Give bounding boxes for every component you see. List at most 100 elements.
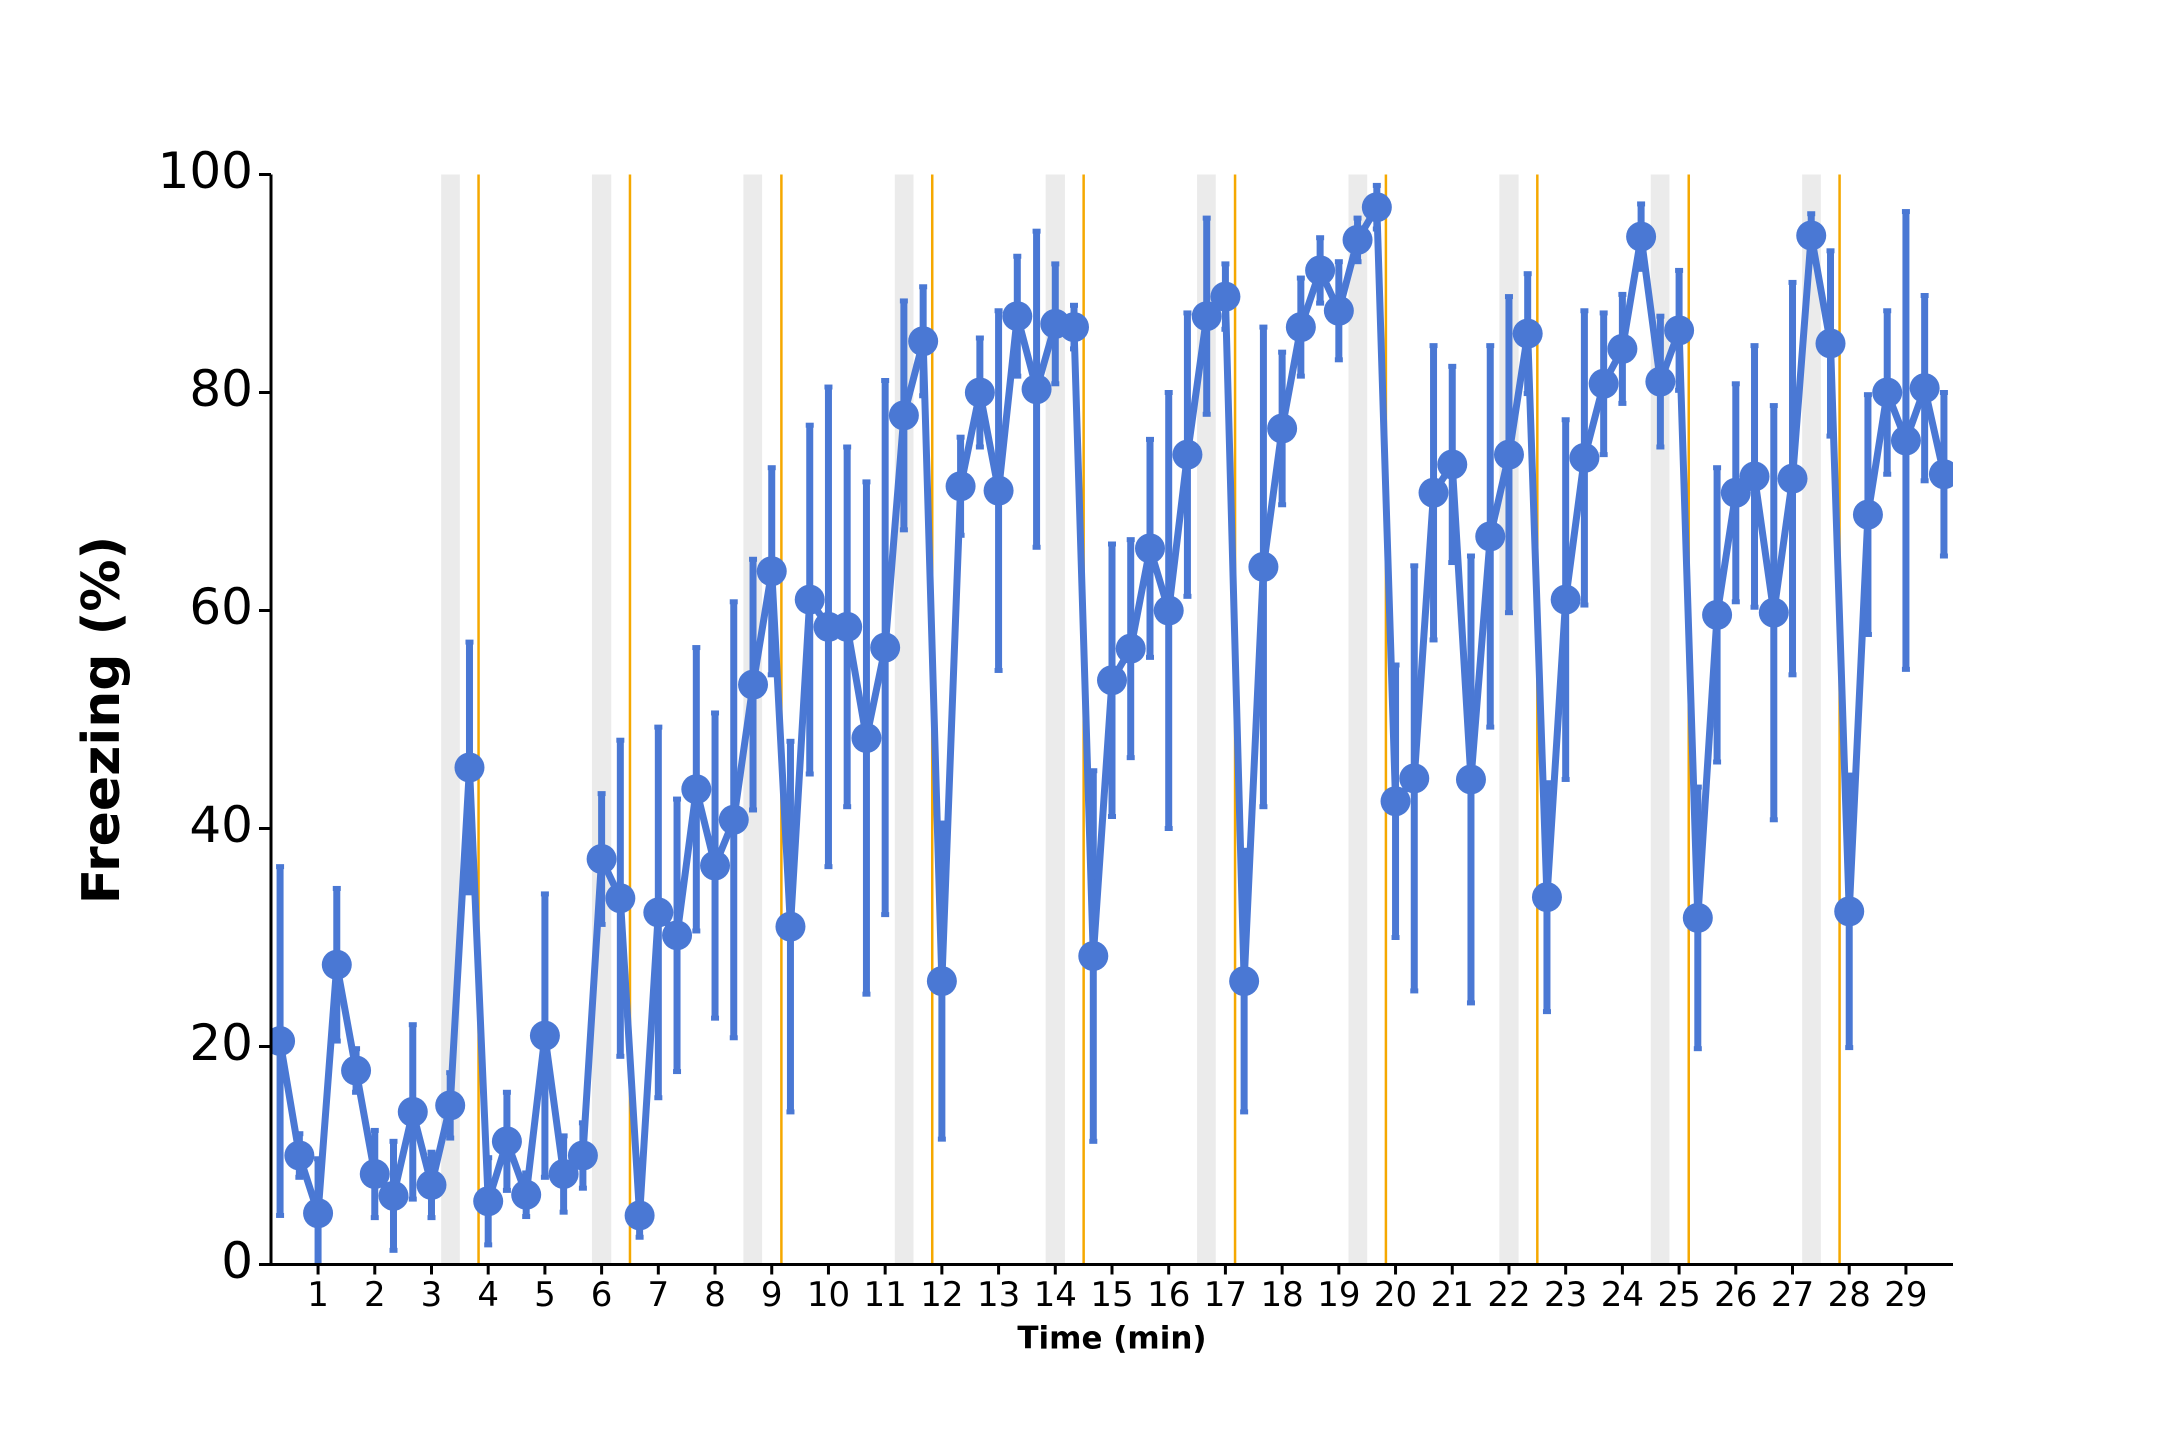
x-tick-label: 28 bbox=[1828, 1275, 1871, 1315]
data-point bbox=[1664, 315, 1695, 346]
data-point bbox=[1191, 301, 1222, 332]
data-point bbox=[1909, 373, 1940, 404]
data-point bbox=[271, 1026, 296, 1057]
shaded-region bbox=[1802, 174, 1821, 1265]
data-point bbox=[983, 475, 1014, 506]
data-point bbox=[1380, 786, 1411, 817]
shaded-region bbox=[1197, 174, 1216, 1265]
data-point bbox=[1059, 312, 1090, 343]
data-point bbox=[1928, 459, 1953, 490]
data-point bbox=[1078, 941, 1109, 972]
x-tick-label: 15 bbox=[1090, 1275, 1133, 1315]
x-tick-label: 25 bbox=[1657, 1275, 1700, 1315]
x-tick-label: 12 bbox=[920, 1275, 963, 1315]
data-point bbox=[1097, 665, 1127, 696]
data-point bbox=[1323, 295, 1354, 326]
data-point bbox=[529, 1020, 560, 1051]
data-point bbox=[1229, 966, 1260, 997]
data-point bbox=[738, 669, 769, 700]
x-tick-label: 26 bbox=[1714, 1275, 1757, 1315]
y-tick-label: 60 bbox=[189, 578, 253, 636]
data-point bbox=[775, 911, 806, 942]
data-point bbox=[1418, 477, 1449, 508]
data-point bbox=[548, 1159, 579, 1190]
data-point bbox=[1115, 633, 1146, 664]
shaded-region bbox=[591, 174, 612, 1265]
data-point bbox=[1153, 595, 1184, 626]
data-point bbox=[624, 1200, 655, 1231]
data-point bbox=[1626, 221, 1657, 252]
data-point bbox=[491, 1126, 522, 1157]
data-point bbox=[794, 584, 825, 615]
x-axis-label: Time (min) bbox=[1017, 1321, 1206, 1357]
data-point bbox=[605, 883, 636, 914]
x-tick-label: 17 bbox=[1204, 1275, 1247, 1315]
data-point bbox=[1645, 366, 1676, 397]
data-point bbox=[511, 1179, 542, 1210]
data-point bbox=[1777, 463, 1808, 494]
y-axis-label: Freezing (%) bbox=[72, 536, 132, 904]
data-point bbox=[1815, 328, 1846, 359]
data-point bbox=[1702, 599, 1733, 630]
data-point bbox=[1834, 896, 1865, 927]
data-point bbox=[756, 556, 787, 587]
data-point bbox=[718, 804, 749, 835]
data-point bbox=[832, 611, 863, 642]
x-tick-label: 1 bbox=[307, 1275, 329, 1315]
shaded-region bbox=[1045, 174, 1065, 1265]
y-tick-label: 100 bbox=[158, 142, 253, 200]
data-point bbox=[1569, 442, 1600, 473]
x-tick-label: 4 bbox=[477, 1275, 499, 1315]
x-tick-label: 2 bbox=[364, 1275, 386, 1315]
x-tick-label: 3 bbox=[421, 1275, 443, 1315]
x-tick-label: 27 bbox=[1771, 1275, 1814, 1315]
data-point bbox=[567, 1140, 598, 1171]
x-tick-label: 8 bbox=[704, 1275, 726, 1315]
shaded-region bbox=[1650, 174, 1670, 1265]
data-point bbox=[321, 949, 352, 980]
data-point bbox=[1361, 192, 1392, 223]
data-point bbox=[700, 850, 731, 881]
y-tick-label: 0 bbox=[221, 1232, 253, 1290]
data-point bbox=[945, 471, 976, 502]
data-point bbox=[1455, 764, 1486, 795]
data-point bbox=[1607, 333, 1638, 364]
data-point bbox=[1550, 584, 1581, 615]
x-tick-label: 7 bbox=[648, 1275, 670, 1315]
x-tick-label: 16 bbox=[1147, 1275, 1190, 1315]
data-point bbox=[1512, 318, 1543, 349]
data-point bbox=[435, 1090, 466, 1121]
data-point bbox=[681, 774, 712, 805]
data-point bbox=[1890, 425, 1921, 456]
data-point bbox=[643, 897, 674, 928]
data-point bbox=[888, 400, 919, 431]
data-point bbox=[1758, 597, 1789, 628]
data-point bbox=[926, 966, 957, 997]
data-point bbox=[1475, 521, 1506, 552]
x-tick-label: 19 bbox=[1317, 1275, 1360, 1315]
data-point bbox=[1531, 882, 1562, 913]
x-tick-label: 21 bbox=[1431, 1275, 1474, 1315]
data-point bbox=[473, 1186, 504, 1217]
x-tick-label: 22 bbox=[1487, 1275, 1530, 1315]
data-point bbox=[284, 1140, 315, 1171]
data-point bbox=[1852, 499, 1883, 530]
data-point bbox=[662, 920, 693, 951]
data-point bbox=[1588, 368, 1619, 399]
x-tick-label: 10 bbox=[807, 1275, 850, 1315]
data-point bbox=[1285, 312, 1316, 343]
x-tick-label: 13 bbox=[977, 1275, 1020, 1315]
data-point bbox=[454, 752, 485, 783]
data-point bbox=[1210, 281, 1241, 312]
data-point bbox=[964, 377, 995, 408]
data-point bbox=[851, 723, 882, 754]
x-tick-label: 18 bbox=[1260, 1275, 1303, 1315]
shaded-region bbox=[1348, 174, 1368, 1265]
series-line bbox=[276, 203, 1948, 1219]
x-tick-label: 9 bbox=[761, 1275, 783, 1315]
data-point bbox=[908, 326, 939, 357]
y-tick-label: 40 bbox=[189, 796, 253, 854]
x-tick-label: 6 bbox=[591, 1275, 613, 1315]
